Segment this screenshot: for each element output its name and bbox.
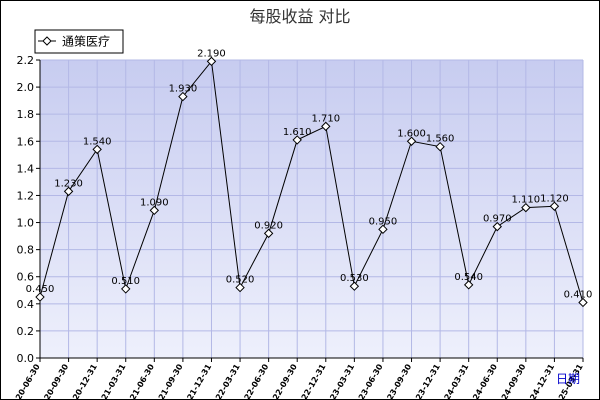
data-label: 1.090 — [140, 197, 169, 208]
data-point — [35, 292, 45, 302]
x-tick-label: 2021-03-31 — [94, 362, 128, 400]
x-tick-label: 2023-09-30 — [380, 362, 414, 400]
data-label: 1.610 — [283, 127, 312, 138]
data-label: 0.970 — [483, 214, 512, 225]
data-label: 1.110 — [512, 195, 541, 206]
data-label: 0.950 — [369, 216, 398, 227]
y-tick-label: 2.0 — [17, 81, 35, 94]
chart-title: 每股收益 对比 — [249, 7, 350, 26]
x-tick-label: 2021-12-31 — [180, 362, 214, 400]
x-tick-label: 2022-09-30 — [266, 362, 300, 400]
data-point — [178, 91, 188, 102]
data-point — [521, 202, 531, 213]
x-tick-label: 2021-09-30 — [151, 362, 185, 400]
data-label: 2.190 — [197, 48, 226, 59]
y-tick-label: 0.0 — [17, 352, 35, 365]
data-point — [406, 136, 417, 146]
y-tick-label: 2.2 — [17, 54, 35, 67]
x-tick-label: 2024-06-30 — [466, 362, 500, 400]
y-tick-label: 1.4 — [17, 162, 35, 175]
y-tick-label: 0.8 — [17, 244, 35, 257]
x-tick-label: 2020-06-30 — [8, 362, 42, 400]
x-axis-label: 日期 — [556, 372, 580, 386]
data-point — [149, 205, 160, 216]
data-label: 1.120 — [540, 193, 569, 204]
data-label: 0.540 — [454, 272, 483, 283]
data-point — [463, 280, 474, 290]
data-point — [263, 228, 274, 239]
data-point — [492, 221, 502, 232]
data-label: 1.560 — [426, 134, 455, 145]
legend-box — [34, 29, 124, 54]
x-tick-label: 2020-09-30 — [37, 362, 71, 400]
data-point — [549, 201, 560, 211]
data-label: 0.920 — [254, 220, 283, 231]
data-point — [321, 121, 331, 132]
legend-marker-icon — [42, 36, 52, 46]
data-point — [292, 135, 302, 145]
data-label: 0.450 — [26, 284, 55, 295]
y-tick-label: 1.0 — [17, 217, 35, 230]
x-tick-label: 2022-12-31 — [294, 362, 328, 400]
data-point — [435, 141, 445, 152]
data-point — [349, 281, 360, 291]
data-label: 1.600 — [397, 128, 426, 139]
x-tick-label: 2024-09-30 — [494, 362, 528, 400]
data-label: 1.930 — [169, 84, 198, 95]
data-point — [121, 284, 131, 294]
data-point — [206, 56, 217, 67]
y-tick-label: 1.2 — [17, 189, 35, 202]
y-tick-label: 0.2 — [17, 325, 35, 338]
data-label: 0.410 — [564, 289, 593, 300]
data-label: 0.530 — [340, 273, 369, 284]
x-tick-label: 2023-06-30 — [351, 362, 385, 400]
x-tick-label: 2020-12-31 — [66, 362, 100, 400]
legend-label: 通策医疗 — [62, 35, 110, 49]
data-point — [378, 224, 388, 235]
y-tick-label: 0.4 — [17, 298, 35, 311]
data-label: 1.540 — [83, 136, 112, 147]
plot-area — [40, 60, 583, 358]
data-label: 1.230 — [54, 178, 83, 189]
series-group: 0.450 1.230 1.540 0.510 1.090 1.930 2.190 0.520… — [26, 48, 593, 308]
data-point — [235, 282, 245, 293]
y-tick-label: 1.6 — [17, 135, 35, 148]
data-point — [578, 297, 588, 308]
data-point — [63, 186, 74, 197]
data-label: 0.510 — [111, 276, 140, 287]
legend: 通策医疗 — [34, 29, 124, 54]
data-label: 0.520 — [226, 275, 255, 286]
y-tick-label: 1.8 — [17, 108, 35, 121]
data-point — [92, 144, 102, 155]
data-label: 1.710 — [311, 113, 340, 124]
x-tick-label: 2023-12-31 — [408, 362, 442, 400]
x-tick-label: 2022-06-30 — [237, 362, 271, 400]
x-tick-label: 2023-03-31 — [323, 362, 357, 400]
x-tick-label: 2022-03-31 — [208, 362, 242, 400]
series-line — [39, 60, 584, 303]
x-tick-label: 2024-12-31 — [523, 362, 557, 400]
y-tick-label: 0.6 — [17, 271, 35, 284]
x-tick-label: 2024-03-31 — [437, 362, 471, 400]
x-tick-label: 2021-06-30 — [123, 362, 157, 400]
